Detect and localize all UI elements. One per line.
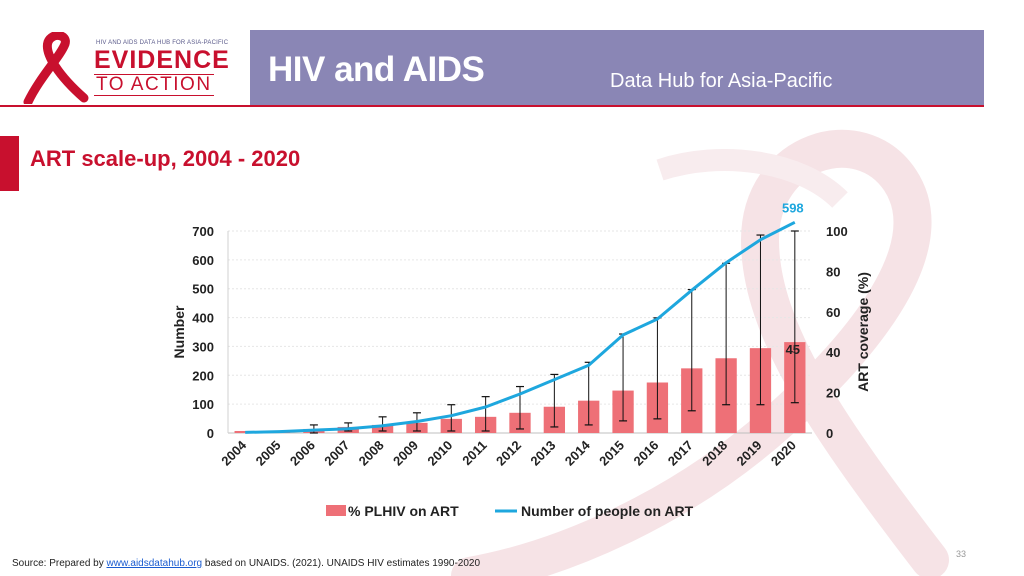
x-tick-label: 2014 [562,437,594,469]
title-accent-bar [0,136,19,191]
x-tick-label: 2020 [768,438,799,469]
x-tick-label: 2016 [630,438,661,469]
red-ribbon-icon [23,32,89,104]
right-tick-label: 100 [826,224,848,239]
x-tick-label: 2019 [734,438,765,469]
left-tick-label: 200 [192,368,214,383]
x-tick-label: 2011 [459,438,490,469]
x-tick-label: 2006 [287,438,318,469]
left-tick-label: 400 [192,311,214,326]
x-tick-label: 2010 [424,438,455,469]
source-prefix: Source: Prepared by [12,558,104,569]
annotation-line-label: 598 [782,200,804,215]
x-tick-label: 2013 [527,438,558,469]
left-axis-title: Number [171,305,187,358]
header-title: HIV and AIDS [268,50,485,89]
bar-2004 [234,430,256,433]
logo-to-action: TO ACTION [94,74,214,96]
x-tick-label: 2004 [218,437,250,469]
legend-swatch-bars [326,505,346,516]
right-tick-label: 60 [826,305,840,320]
header-banner: HIV AND AIDS DATA HUB FOR ASIA-PACIFIC E… [0,30,984,107]
logo-evidence: EVIDENCE [94,46,230,74]
left-tick-label: 700 [192,224,214,239]
x-tick-label: 2007 [321,438,352,469]
x-tick-label: 2015 [596,438,627,469]
annotation-bar-label: 45 [786,342,800,357]
left-tick-label: 300 [192,339,214,354]
right-axis-title: ART coverage (%) [855,272,871,392]
left-tick-label: 100 [192,397,214,412]
left-tick-label: 500 [192,282,214,297]
logo-tagline: HIV AND AIDS DATA HUB FOR ASIA-PACIFIC [96,40,229,46]
x-tick-label: 2012 [493,438,524,469]
legend-label-bars: % PLHIV on ART [348,503,459,519]
source-suffix: based on UNAIDS. (2021). UNAIDS HIV esti… [204,558,481,569]
right-tick-label: 20 [826,386,840,401]
right-tick-label: 40 [826,345,840,360]
logo: HIV AND AIDS DATA HUB FOR ASIA-PACIFIC E… [0,30,250,105]
x-tick-label: 2008 [356,438,387,469]
x-tick-label: 2005 [253,438,284,469]
slide-title: ART scale-up, 2004 - 2020 [30,146,301,171]
page-number: 33 [956,549,967,559]
x-tick-label: 2018 [699,438,730,469]
left-tick-label: 600 [192,253,214,268]
source-link[interactable]: www.aidsdatahub.org [106,558,203,569]
line-number-on-art [245,220,796,434]
legend-label-line: Number of people on ART [521,503,694,519]
right-tick-label: 0 [826,426,833,441]
x-tick-label: 2017 [665,438,696,469]
source-note: Source: Prepared by www.aidsdatahub.org … [12,558,480,569]
x-tick-label: 2009 [390,438,421,469]
left-tick-label: 0 [207,426,214,441]
header-subtitle: Data Hub for Asia-Pacific [610,70,833,92]
right-tick-label: 80 [826,264,840,279]
